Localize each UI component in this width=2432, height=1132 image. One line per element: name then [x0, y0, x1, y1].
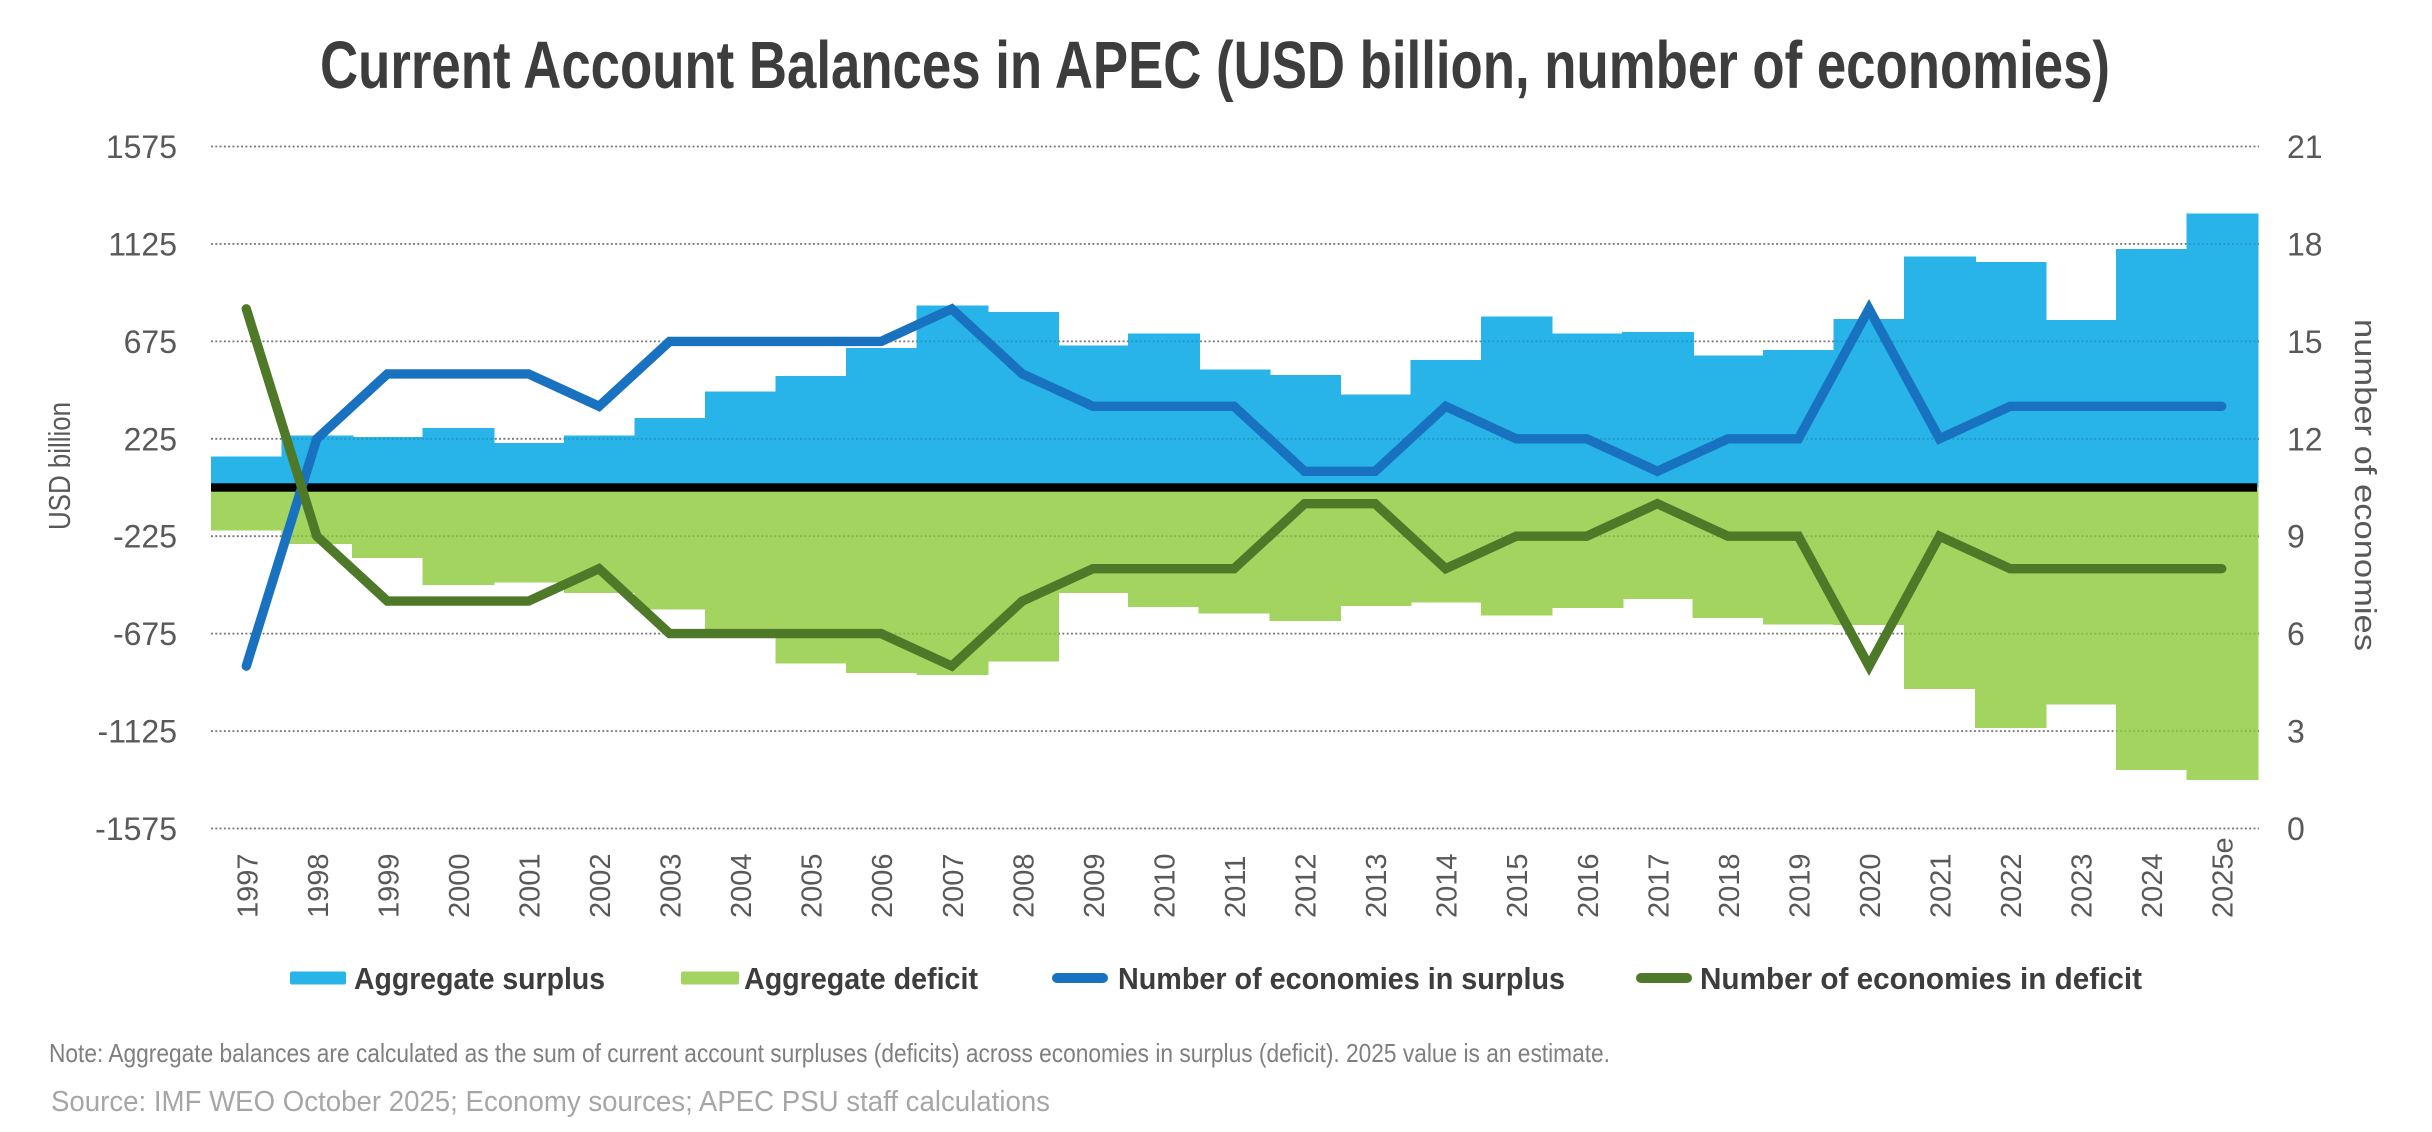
- svg-text:0: 0: [2287, 811, 2305, 847]
- svg-text:2011: 2011: [1220, 856, 1252, 918]
- svg-text:Aggregate surplus: Aggregate surplus: [354, 961, 605, 996]
- svg-text:1998: 1998: [303, 853, 335, 918]
- svg-text:2009: 2009: [1079, 853, 1111, 918]
- svg-text:2016: 2016: [1573, 853, 1605, 918]
- svg-text:18: 18: [2287, 227, 2323, 263]
- svg-text:2001: 2001: [515, 853, 547, 918]
- svg-text:12: 12: [2287, 421, 2323, 457]
- svg-text:2017: 2017: [1643, 853, 1675, 918]
- svg-text:1997: 1997: [232, 853, 264, 918]
- svg-text:-675: -675: [113, 616, 177, 652]
- svg-text:Number of economies in deficit: Number of economies in deficit: [1700, 961, 2142, 996]
- svg-text:2004: 2004: [726, 853, 758, 918]
- svg-text:USD billion: USD billion: [42, 402, 77, 530]
- svg-text:-225: -225: [113, 519, 177, 555]
- svg-text:Note: Aggregate balances are c: Note: Aggregate balances are calculated …: [49, 1038, 1610, 1068]
- svg-text:2002: 2002: [585, 853, 617, 918]
- svg-text:3: 3: [2287, 714, 2305, 750]
- svg-text:2006: 2006: [867, 853, 899, 918]
- svg-text:2010: 2010: [1150, 853, 1182, 918]
- svg-text:2025e: 2025e: [2208, 837, 2240, 918]
- svg-text:Source: IMF WEO October 2025;: Source: IMF WEO October 2025; Economy so…: [51, 1086, 1050, 1118]
- svg-text:2012: 2012: [1291, 853, 1323, 918]
- svg-text:21: 21: [2287, 129, 2323, 165]
- svg-text:6: 6: [2287, 616, 2305, 652]
- svg-text:675: 675: [124, 324, 177, 360]
- svg-text:-1575: -1575: [95, 811, 177, 847]
- svg-text:2020: 2020: [1855, 853, 1887, 918]
- svg-text:9: 9: [2287, 519, 2305, 555]
- svg-text:2014: 2014: [1432, 853, 1464, 918]
- svg-text:-1125: -1125: [98, 714, 177, 750]
- svg-text:2018: 2018: [1714, 853, 1746, 918]
- svg-text:2023: 2023: [2067, 853, 2099, 918]
- svg-text:Aggregate deficit: Aggregate deficit: [744, 961, 978, 996]
- svg-text:1125: 1125: [108, 226, 177, 262]
- svg-text:1999: 1999: [373, 853, 405, 918]
- svg-text:2000: 2000: [444, 853, 476, 918]
- svg-text:Current Account Balances in AP: Current Account Balances in APEC (USD bi…: [320, 28, 2110, 103]
- svg-text:1575: 1575: [106, 129, 177, 165]
- svg-text:2022: 2022: [1996, 853, 2028, 918]
- svg-text:2013: 2013: [1361, 853, 1393, 918]
- svg-text:225: 225: [124, 421, 177, 457]
- svg-text:2024: 2024: [2137, 853, 2169, 918]
- svg-text:2003: 2003: [656, 853, 688, 918]
- svg-text:2005: 2005: [797, 853, 829, 918]
- svg-text:2015: 2015: [1502, 853, 1534, 918]
- svg-text:number of economies: number of economies: [2348, 319, 2383, 651]
- svg-text:2021: 2021: [1926, 853, 1958, 918]
- svg-text:2008: 2008: [1008, 853, 1040, 918]
- svg-text:15: 15: [2287, 324, 2323, 360]
- svg-text:Number of economies in surplus: Number of economies in surplus: [1118, 961, 1565, 996]
- svg-text:2019: 2019: [1784, 853, 1816, 918]
- svg-text:2007: 2007: [938, 853, 970, 918]
